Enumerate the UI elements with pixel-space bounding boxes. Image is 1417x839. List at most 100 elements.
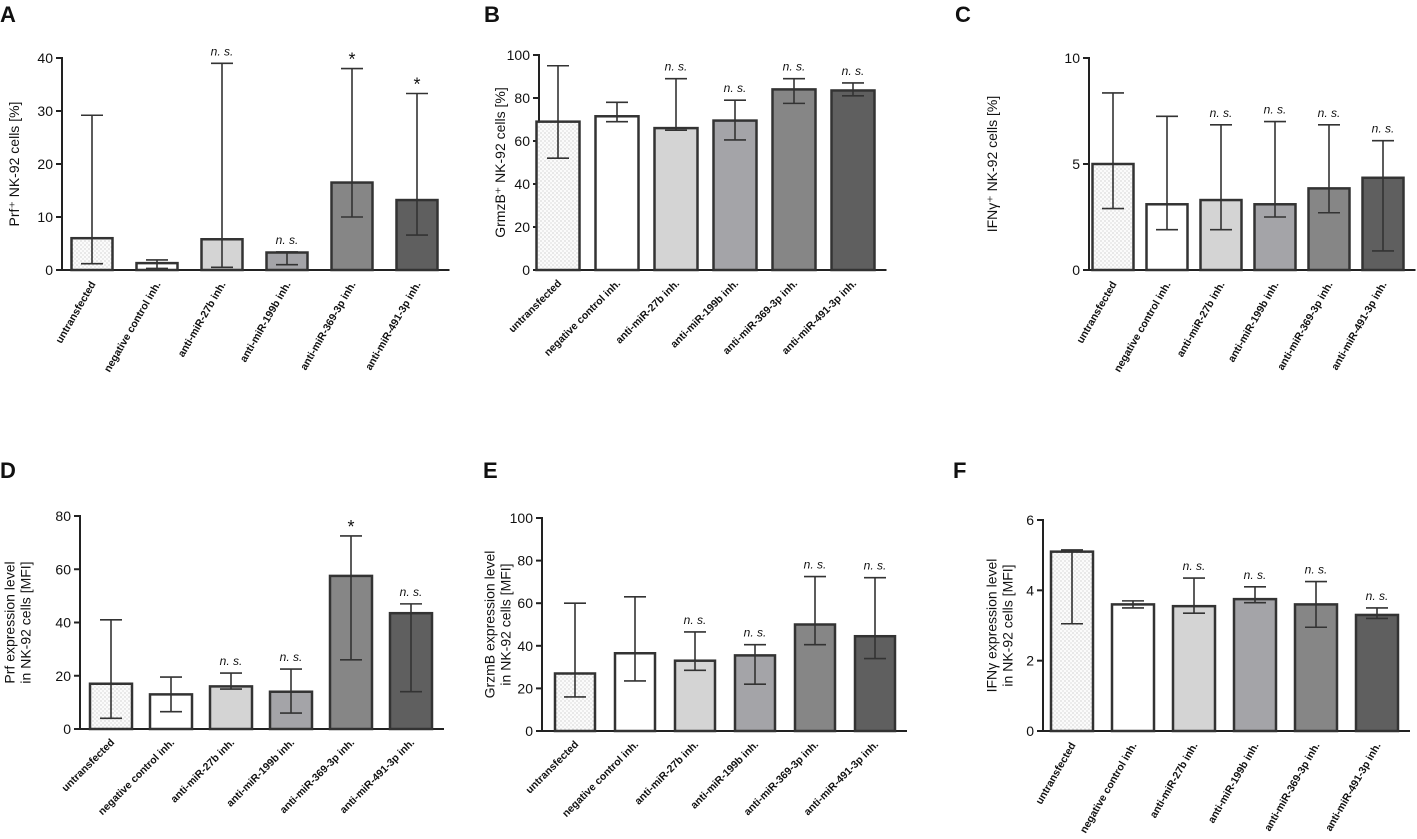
significance-label: n. s. [1318,106,1341,120]
significance-label: n. s. [804,558,827,572]
y-axis-label-line: IFNγ expression level [984,559,1000,693]
bar [1171,604,1217,733]
panel-e: E 0 20 40 60 80 100 GrzmB expression levelin NK… [482,458,907,820]
y-axis-label-line: GrmzB⁺ NK-92 cells [%] [492,87,508,238]
significance-label: n. s. [280,650,303,664]
significance-label: * [413,75,420,95]
significance-label: n. s. [684,613,707,627]
y-tick-label: 0 [1072,262,1080,278]
bar [594,115,640,272]
significance-label: n. s. [400,585,423,599]
y-tick-label: 30 [37,103,53,119]
y-tick-label: 100 [507,47,531,63]
y-axis-label: IFNγ expression levelin NK-92 cells [MFI… [984,559,1016,693]
significance-label: n. s. [1305,563,1328,577]
category-label: untransfected [1074,280,1119,346]
category-label: negative control inh. [1112,279,1174,374]
significance-label: * [348,50,355,70]
y-tick-label: 4 [1026,582,1034,598]
y-tick-label: 0 [525,723,533,739]
y-tick-label: 10 [1064,50,1080,66]
category-label: untransfected [524,739,582,797]
y-axis-label: Prf expression levelin NK-92 cells [MFI] [2,561,34,683]
y-tick-label: 40 [517,638,533,654]
bar [771,88,817,272]
significance-label: n. s. [842,64,865,78]
y-tick-label: 40 [55,615,71,631]
significance-label: n. s. [665,60,688,74]
y-axis-label: GrzmB expression levelin NK-92 cells [MF… [482,551,514,699]
panel-b: B 0 20 40 60 80 100 GrmzB⁺ NK-92 cells [%] untra… [484,2,887,359]
bar [208,685,254,731]
y-tick-label: 60 [55,561,71,577]
y-axis-label-line: Prf⁺ NK-92 cells [%] [6,102,22,227]
significance-label: n. s. [1264,103,1287,117]
panel-letter: D [0,458,16,483]
panel-a: A 0 10 20 30 40 Prf⁺ NK-92 cells [%] untransfec… [0,2,450,374]
significance-label: n. s. [724,81,747,95]
y-axis-label: Prf⁺ NK-92 cells [%] [6,102,22,227]
y-tick-label: 100 [510,510,534,526]
y-tick-label: 40 [37,50,53,66]
y-tick-label: 5 [1072,156,1080,172]
bar [1110,603,1156,733]
bar [830,89,876,272]
significance-label: n. s. [744,626,767,640]
significance-label: n. s. [276,233,299,247]
category-label: untransfected [1033,741,1078,807]
bar [733,654,777,733]
y-tick-label: 0 [522,262,530,278]
y-axis-label-line: in NK-92 cells [MFI] [1000,564,1016,686]
category-label: untransfected [507,278,565,336]
y-tick-label: 20 [517,680,533,696]
y-tick-label: 20 [55,668,71,684]
significance-label: n. s. [783,60,806,74]
y-tick-label: 80 [55,508,71,524]
category-label: untransfected [60,737,118,795]
category-label: anti-miR-27b inh. [168,737,237,806]
y-axis-label-line: Prf expression level [2,561,18,683]
significance-label: n. s. [220,654,243,668]
significance-label: n. s. [1183,559,1206,573]
category-label: anti-miR-27b inh. [1175,279,1228,359]
y-tick-label: 0 [45,262,53,278]
y-tick-label: 80 [517,553,533,569]
category-label: anti-miR-27b inh. [1148,740,1201,820]
y-axis-label: GrmzB⁺ NK-92 cells [%] [492,87,508,238]
y-tick-label: 40 [514,176,530,192]
category-label: anti-miR-491-3p inh. [1329,279,1390,372]
y-tick-label: 0 [1026,723,1034,739]
y-axis-label: IFNγ⁺ NK-92 cells [%] [984,96,1000,233]
category-label: anti-miR-369-3p inh. [1275,279,1336,372]
panel-letter: B [484,2,500,27]
category-label: anti-miR-27b inh. [632,739,701,808]
bar [712,119,758,272]
bar [673,659,717,733]
category-label: anti-miR-491-3p inh. [1323,740,1384,833]
y-axis-label-line: in NK-92 cells [MFI] [18,561,34,683]
significance-label: n. s. [1210,106,1233,120]
y-tick-label: 20 [514,219,530,235]
panel-letter: A [0,2,16,27]
significance-label: n. s. [864,559,887,573]
significance-label: * [347,517,354,537]
y-tick-label: 60 [517,595,533,611]
y-axis-label-line: in NK-92 cells [MFI] [498,563,514,685]
significance-label: n. s. [1244,568,1267,582]
significance-label: n. s. [211,44,234,58]
significance-label: n. s. [1372,122,1395,136]
category-label: anti-miR-27b inh. [176,279,229,359]
category-label: negative control inh. [1078,740,1140,835]
bar [1232,597,1278,733]
bar [653,126,699,272]
category-label: anti-miR-369-3p inh. [298,279,359,372]
panel-d: D 0 20 40 60 80 Prf expression levelin NK-92 c… [0,458,444,818]
y-tick-label: 2 [1026,653,1034,669]
category-label: anti-miR-27b inh. [613,278,682,347]
category-label: anti-miR-199b inh. [238,279,294,364]
y-tick-label: 60 [514,133,530,149]
y-tick-label: 80 [514,90,530,106]
panel-letter: E [483,458,498,483]
